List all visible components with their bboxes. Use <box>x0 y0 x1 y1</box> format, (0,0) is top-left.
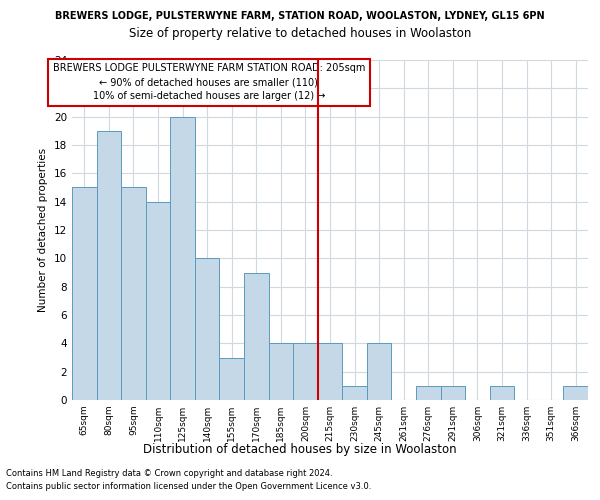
Bar <box>170 116 195 400</box>
Bar <box>146 202 170 400</box>
Bar <box>121 188 146 400</box>
Bar <box>563 386 588 400</box>
Bar <box>318 344 342 400</box>
Y-axis label: Number of detached properties: Number of detached properties <box>38 148 49 312</box>
Text: Size of property relative to detached houses in Woolaston: Size of property relative to detached ho… <box>129 28 471 40</box>
Bar <box>244 272 269 400</box>
Text: Distribution of detached houses by size in Woolaston: Distribution of detached houses by size … <box>143 442 457 456</box>
Bar <box>416 386 440 400</box>
Bar <box>195 258 220 400</box>
Text: BREWERS LODGE, PULSTERWYNE FARM, STATION ROAD, WOOLASTON, LYDNEY, GL15 6PN: BREWERS LODGE, PULSTERWYNE FARM, STATION… <box>55 11 545 21</box>
Bar <box>97 131 121 400</box>
Bar <box>220 358 244 400</box>
Bar <box>440 386 465 400</box>
Bar <box>342 386 367 400</box>
Bar <box>293 344 318 400</box>
Text: Contains HM Land Registry data © Crown copyright and database right 2024.: Contains HM Land Registry data © Crown c… <box>6 468 332 477</box>
Text: Contains public sector information licensed under the Open Government Licence v3: Contains public sector information licen… <box>6 482 371 491</box>
Bar <box>367 344 391 400</box>
Text: BREWERS LODGE PULSTERWYNE FARM STATION ROAD: 205sqm
← 90% of detached houses are: BREWERS LODGE PULSTERWYNE FARM STATION R… <box>53 64 365 102</box>
Bar <box>72 188 97 400</box>
Bar <box>490 386 514 400</box>
Bar <box>269 344 293 400</box>
